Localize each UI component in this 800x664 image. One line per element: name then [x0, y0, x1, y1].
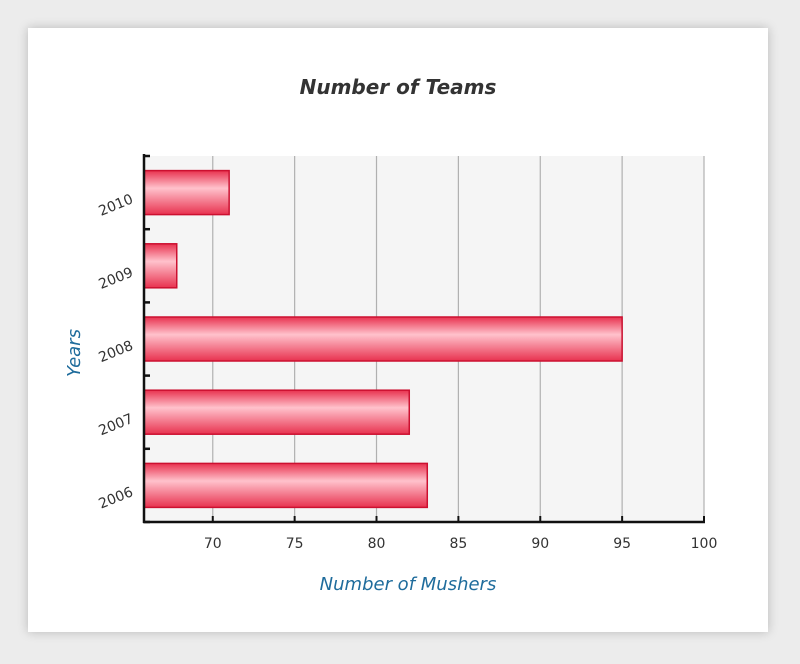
y-tick-label-2009: 2009	[96, 265, 135, 293]
bar-chart: 70 75 80 85 90 95 100 2010 2009 2008 2007 2006 Num…	[64, 75, 718, 595]
y-tick-label-2010: 2010	[96, 191, 135, 219]
x-tick-label-95: 95	[613, 536, 631, 552]
bar-2006	[143, 462, 429, 509]
x-tick-label-75: 75	[286, 536, 304, 552]
chart-title: Number of Teams	[300, 75, 497, 99]
y-axis-title: Years	[64, 329, 85, 377]
x-tick-label-100: 100	[691, 536, 718, 552]
y-tick-label-2008: 2008	[96, 338, 135, 366]
y-tick-labels: 2010 2009 2008 2007 2006	[96, 191, 135, 512]
y-tick-label-2006: 2006	[96, 484, 135, 512]
x-tick-label-85: 85	[449, 536, 467, 552]
chart-card: 70 75 80 85 90 95 100 2010 2009 2008 2007 2006 Num…	[28, 28, 768, 632]
bar-2009	[143, 243, 178, 289]
x-tick-label-70: 70	[204, 536, 222, 552]
x-tick-label-90: 90	[531, 536, 549, 552]
bar-2010	[143, 169, 230, 216]
bars	[143, 169, 623, 509]
bar-2007	[143, 389, 411, 435]
x-tick-label-80: 80	[368, 536, 386, 552]
axes	[142, 154, 705, 524]
x-tick-labels: 70 75 80 85 90 95 100	[204, 536, 718, 552]
x-axis-title: Number of Mushers	[320, 574, 497, 595]
bar-2008	[143, 316, 623, 362]
y-tick-label-2007: 2007	[96, 411, 135, 439]
